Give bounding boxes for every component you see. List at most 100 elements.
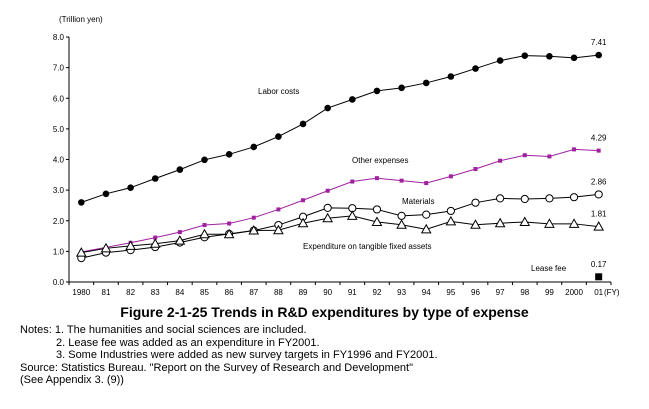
data-point (498, 158, 503, 163)
source-line: Source: Statistics Bureau. "Report on th… (20, 361, 414, 374)
data-point (422, 79, 430, 87)
data-point (472, 65, 479, 72)
data-point (324, 104, 331, 112)
y-tick-label: 8.0 (53, 33, 65, 42)
x-tick-label: 85 (200, 288, 209, 297)
data-point (546, 52, 553, 60)
data-point (519, 216, 531, 226)
x-tick-label: 97 (496, 288, 505, 297)
series-2 (77, 190, 603, 263)
y-tick-label: 3.0 (53, 186, 65, 195)
data-point (127, 184, 134, 191)
data-point (149, 238, 161, 248)
series-line (81, 215, 599, 254)
x-tick-label: 99 (545, 288, 554, 297)
note-line-1: Notes: 1. The humanities and social scie… (20, 324, 307, 336)
x-tick-label: 2000 (565, 288, 583, 297)
data-point (398, 84, 405, 92)
data-point (350, 179, 355, 184)
series-name-label: Lease fee (531, 264, 567, 273)
data-point (373, 87, 381, 95)
data-point (570, 54, 578, 62)
data-point (201, 156, 208, 164)
data-point (125, 240, 136, 250)
series-end-value: 1.81 (591, 210, 607, 219)
y-tick-label: 7.0 (53, 64, 65, 73)
data-point (153, 235, 158, 240)
data-point (322, 212, 334, 223)
data-point (594, 190, 603, 199)
data-point (374, 176, 379, 181)
x-tick-label: 86 (225, 288, 234, 297)
y-tick-label: 1.0 (53, 247, 65, 256)
series-name-label: Labor costs (258, 87, 299, 96)
series-layer (75, 51, 605, 281)
data-point (151, 175, 159, 182)
x-tick-label: 96 (471, 288, 480, 297)
x-tick-label: 01 (594, 288, 603, 297)
note-line-2: 2. Lease fee was added as an expenditure… (56, 336, 320, 349)
data-point (248, 225, 260, 235)
series-end-value: 0.17 (591, 260, 607, 269)
data-point (276, 207, 281, 212)
series-line (81, 54, 599, 203)
y-tick-label: 5.0 (53, 125, 65, 134)
data-point (227, 221, 232, 226)
data-point (225, 150, 233, 158)
note-line-3: 3. Some Industries were added as new sur… (56, 349, 438, 362)
x-tick-label: 90 (323, 288, 332, 297)
y-tick-label: 2.0 (53, 217, 65, 226)
x-tick-label: 93 (397, 288, 406, 297)
y-tick-label: 0.0 (53, 278, 65, 287)
data-point (177, 230, 182, 235)
x-tick-label: 91 (348, 288, 357, 297)
data-point (102, 190, 110, 198)
data-point (569, 193, 579, 202)
data-point (544, 218, 555, 228)
axes: 0.0 1.0 2.0 3.0 4.0 5.0 6.0 7.0 8.0 1980 81 82 83 84 8… (53, 33, 612, 297)
data-point (446, 206, 455, 216)
data-point (371, 216, 383, 226)
data-point (299, 120, 307, 128)
data-point (325, 188, 330, 193)
series-name-label: Other expenses (352, 156, 408, 165)
y-axis-label: (Trillion yen) (59, 15, 103, 24)
data-point (78, 199, 85, 206)
data-point (496, 194, 505, 203)
data-point (273, 224, 284, 235)
data-point (424, 181, 429, 186)
data-point (572, 147, 577, 152)
data-point (494, 217, 506, 228)
data-point (399, 178, 404, 183)
data-point (397, 211, 406, 220)
appendix-line: (See Appendix 3. (9)) (20, 374, 124, 387)
data-point (595, 51, 602, 59)
data-point (522, 153, 527, 158)
data-point (349, 96, 356, 103)
x-tick-label: 1980 (72, 288, 90, 297)
x-axis-label: (FY) (604, 288, 620, 297)
data-point (471, 198, 480, 207)
series-name-label: Expenditure on tangible fixed assets (303, 242, 432, 251)
x-tick-label: 87 (249, 288, 258, 297)
x-tick-label: 94 (422, 288, 431, 297)
x-tick-label: 88 (274, 288, 283, 297)
data-point (547, 154, 552, 159)
series-4 (595, 273, 603, 281)
series-end-value: 7.41 (591, 38, 607, 47)
data-point (323, 203, 332, 212)
data-point (75, 247, 87, 257)
data-point (521, 52, 529, 59)
data-point (372, 205, 382, 214)
data-point (297, 217, 309, 228)
series-end-value: 2.86 (591, 177, 607, 186)
series-name-label: Materials (402, 197, 434, 206)
data-point (568, 218, 580, 228)
data-point (396, 219, 407, 229)
data-point (496, 57, 504, 64)
x-tick-label: 95 (446, 288, 455, 297)
data-point (174, 235, 186, 245)
data-point (470, 219, 481, 229)
data-point (595, 273, 603, 281)
x-tick-label: 83 (151, 288, 160, 297)
